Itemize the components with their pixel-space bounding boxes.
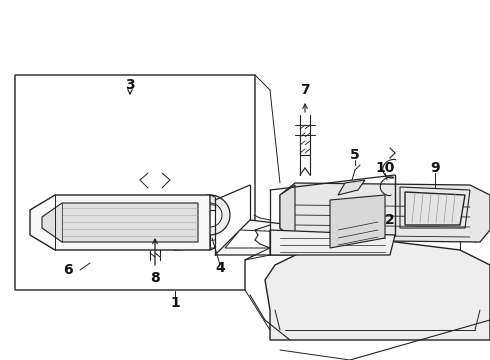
Polygon shape	[42, 203, 198, 242]
Polygon shape	[215, 220, 375, 255]
Circle shape	[190, 195, 230, 235]
Polygon shape	[265, 240, 490, 340]
Polygon shape	[340, 190, 375, 250]
Polygon shape	[225, 230, 360, 248]
Text: 8: 8	[150, 271, 160, 285]
Polygon shape	[330, 195, 385, 248]
Text: 4: 4	[215, 261, 225, 275]
Text: 10: 10	[375, 161, 394, 175]
Polygon shape	[30, 195, 210, 250]
Text: 2: 2	[385, 213, 395, 227]
Polygon shape	[280, 185, 295, 240]
Circle shape	[340, 210, 350, 220]
Polygon shape	[365, 205, 382, 220]
Circle shape	[198, 203, 222, 227]
Polygon shape	[405, 192, 465, 225]
Text: 3: 3	[125, 78, 135, 92]
Polygon shape	[280, 183, 490, 242]
Polygon shape	[338, 180, 365, 195]
Text: 9: 9	[430, 161, 440, 175]
Circle shape	[354, 208, 362, 216]
Text: 5: 5	[350, 148, 360, 162]
Text: 7: 7	[300, 83, 310, 97]
Text: 6: 6	[63, 263, 73, 277]
Polygon shape	[270, 230, 395, 255]
Text: 1: 1	[170, 296, 180, 310]
